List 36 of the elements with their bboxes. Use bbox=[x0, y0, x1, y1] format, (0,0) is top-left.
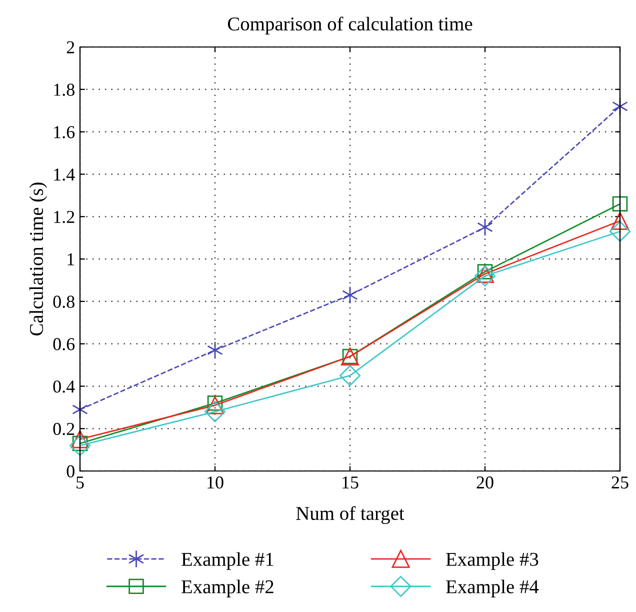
chart-title: Comparison of calculation time bbox=[228, 16, 472, 34]
legend-label: Example #1 bbox=[182, 552, 274, 570]
y-tick-label: 2 bbox=[66, 41, 74, 54]
legend-label: Example #3 bbox=[446, 552, 538, 570]
y-tick-label: 1.6 bbox=[54, 126, 75, 138]
y-tick-label: 0.2 bbox=[53, 422, 74, 436]
point bbox=[207, 396, 223, 411]
point bbox=[204, 401, 226, 422]
x-tick-label: 15 bbox=[342, 476, 358, 489]
x-axis-title: Num of target bbox=[296, 506, 404, 524]
point bbox=[207, 341, 223, 360]
y-tick-label: 0.6 bbox=[53, 338, 75, 350]
legend-label: Example #2 bbox=[182, 580, 274, 598]
x-tick-label: 5 bbox=[76, 476, 84, 489]
point bbox=[476, 264, 494, 283]
point bbox=[342, 286, 358, 304]
y-tick-label: 0 bbox=[66, 465, 74, 478]
point bbox=[612, 196, 628, 212]
point bbox=[477, 218, 493, 236]
x-tick-label: 10 bbox=[208, 476, 224, 489]
y-axis-title: Calculation time (s) bbox=[29, 182, 48, 336]
point bbox=[474, 265, 496, 286]
point bbox=[69, 435, 91, 456]
point bbox=[610, 212, 630, 230]
y-tick-label: 1 bbox=[68, 253, 74, 266]
point bbox=[339, 365, 361, 386]
x-tick-label: 25 bbox=[612, 476, 628, 489]
legend-label: Example #4 bbox=[446, 580, 539, 598]
y-tick-label: 0.4 bbox=[53, 380, 75, 393]
y-tick-label: 1.4 bbox=[54, 168, 75, 181]
point bbox=[206, 396, 224, 414]
point bbox=[609, 220, 631, 242]
y-tick-label: 1.8 bbox=[54, 84, 74, 96]
y-tick-label: 0.8 bbox=[53, 296, 74, 308]
x-tick-label: 20 bbox=[476, 476, 494, 489]
y-tick-label: 1.2 bbox=[54, 210, 74, 224]
